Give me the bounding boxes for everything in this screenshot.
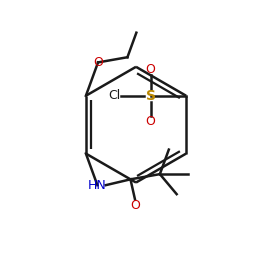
Text: HN: HN <box>88 179 107 192</box>
Text: O: O <box>146 115 156 128</box>
Text: Cl: Cl <box>108 89 120 102</box>
Text: O: O <box>93 56 103 69</box>
Text: O: O <box>146 63 156 76</box>
Text: S: S <box>146 89 156 103</box>
Text: O: O <box>130 199 140 212</box>
